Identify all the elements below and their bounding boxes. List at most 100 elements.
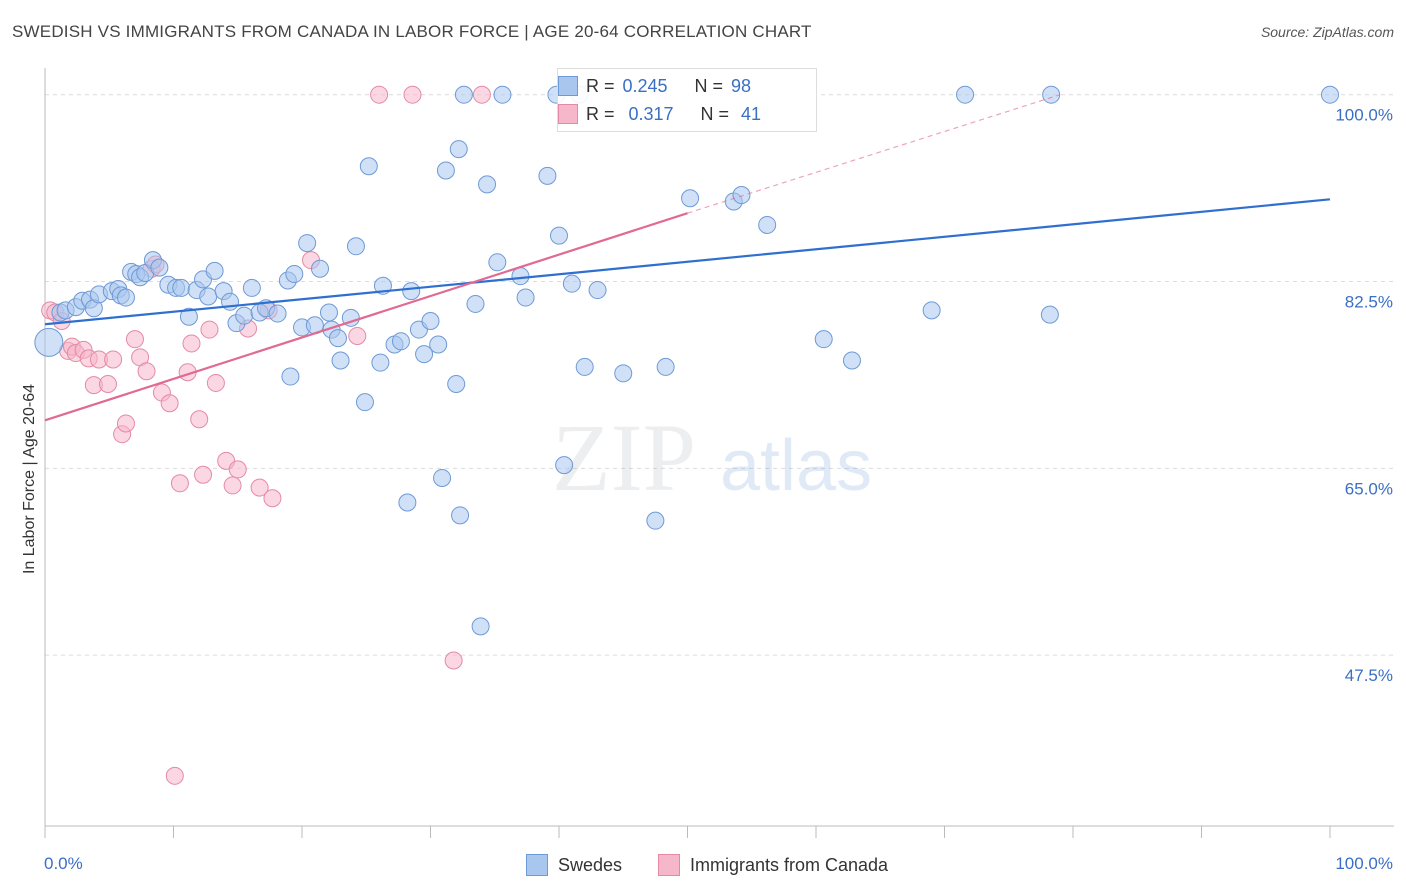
data-point bbox=[223, 476, 242, 495]
data-point bbox=[454, 85, 473, 104]
data-point bbox=[172, 278, 191, 297]
legend-r-label: R = bbox=[586, 103, 615, 124]
data-point bbox=[179, 307, 198, 326]
data-point bbox=[125, 330, 144, 349]
legend-item-swedes: Swedes bbox=[526, 852, 622, 878]
y-tick-label: 65.0% bbox=[1345, 479, 1393, 498]
data-point bbox=[575, 357, 594, 376]
data-point bbox=[681, 189, 700, 208]
data-point bbox=[1321, 85, 1339, 104]
data-point bbox=[250, 478, 269, 497]
data-point bbox=[814, 330, 833, 349]
data-point bbox=[447, 375, 466, 394]
y-axis-label: In Labor Force | Age 20-64 bbox=[21, 383, 38, 575]
data-point bbox=[758, 215, 777, 234]
series-immigrants-from-canada bbox=[41, 85, 491, 785]
data-point bbox=[370, 85, 389, 104]
data-point bbox=[402, 282, 421, 301]
data-point bbox=[436, 161, 455, 180]
trend-line-swedes bbox=[44, 198, 1331, 326]
data-point bbox=[194, 465, 213, 484]
data-point bbox=[415, 345, 434, 364]
watermark-atlas: atlas bbox=[720, 426, 872, 506]
data-point bbox=[116, 414, 135, 433]
data-point bbox=[348, 326, 367, 345]
data-point bbox=[228, 460, 247, 479]
y-tick-label: 47.5% bbox=[1345, 666, 1393, 685]
data-point bbox=[646, 511, 665, 530]
data-point bbox=[466, 294, 485, 313]
data-point bbox=[842, 351, 861, 370]
legend-n-value: 98 bbox=[731, 75, 752, 96]
data-point bbox=[328, 329, 347, 348]
source-note: Source: ZipAtlas.com bbox=[1260, 24, 1394, 40]
legend-label-canada: Immigrants from Canada bbox=[690, 854, 889, 875]
data-point bbox=[346, 237, 365, 256]
data-point bbox=[34, 327, 64, 357]
watermark: ZIP atlas bbox=[552, 404, 872, 511]
data-point bbox=[449, 140, 468, 159]
data-point bbox=[331, 351, 350, 370]
data-point bbox=[451, 506, 470, 525]
data-point bbox=[588, 281, 607, 300]
trend-lines bbox=[44, 94, 1331, 422]
data-point bbox=[98, 375, 117, 394]
legend-swatch-swedes bbox=[526, 854, 548, 876]
data-point bbox=[182, 334, 201, 353]
data-point bbox=[268, 304, 287, 323]
legend-n-value: 41 bbox=[741, 103, 762, 124]
data-point bbox=[421, 312, 440, 331]
trend-line-canada bbox=[44, 212, 688, 422]
series-swedes bbox=[34, 85, 1339, 636]
data-point bbox=[242, 278, 261, 297]
legend-r-value: 0.245 bbox=[622, 75, 668, 96]
trend-line-canada-extension bbox=[687, 94, 1061, 214]
watermark-zip: ZIP bbox=[552, 404, 696, 511]
data-point bbox=[263, 489, 282, 508]
data-point bbox=[493, 85, 512, 104]
y-tick-label: 100.0% bbox=[1335, 106, 1393, 125]
data-point bbox=[614, 364, 633, 383]
legend-r-label: R = bbox=[586, 75, 615, 96]
data-point bbox=[562, 274, 581, 293]
axes bbox=[44, 68, 1394, 838]
data-point bbox=[137, 362, 156, 381]
data-point bbox=[471, 617, 490, 636]
legend-swatch-blue bbox=[558, 76, 578, 96]
data-point bbox=[1040, 305, 1059, 324]
y-tick-label: 82.5% bbox=[1345, 293, 1393, 312]
data-point bbox=[550, 226, 568, 245]
data-point bbox=[398, 493, 417, 512]
data-point bbox=[478, 175, 497, 194]
data-point bbox=[391, 332, 410, 351]
data-point bbox=[429, 335, 448, 354]
data-point bbox=[165, 766, 184, 785]
legend-swatch-pink bbox=[558, 104, 578, 124]
data-point bbox=[170, 474, 189, 493]
data-point bbox=[310, 259, 329, 278]
data-point bbox=[160, 394, 179, 413]
legend-r-value: 0.317 bbox=[628, 103, 674, 124]
legend-item-canada: Immigrants from Canada bbox=[658, 852, 888, 878]
tick-labels: 100.0% 82.5% 65.0% 47.5% 0.0% 100.0% bbox=[44, 106, 1393, 873]
data-point bbox=[516, 288, 535, 307]
stats-legend: R = 0.245 N = 98 R = 0.317 N = 41 bbox=[557, 68, 817, 132]
chart-title: SWEDISH VS IMMIGRANTS FROM CANADA IN LAB… bbox=[12, 22, 812, 41]
data-point bbox=[190, 410, 209, 429]
data-point bbox=[433, 468, 452, 487]
data-point bbox=[150, 258, 169, 277]
legend-label-swedes: Swedes bbox=[558, 854, 623, 875]
x-tick-label: 0.0% bbox=[44, 854, 83, 873]
data-point bbox=[285, 265, 304, 284]
data-point bbox=[199, 287, 218, 306]
data-point bbox=[319, 303, 338, 322]
grid-lines bbox=[45, 94, 1394, 656]
legend-n-label: N = bbox=[700, 103, 730, 124]
data-point bbox=[298, 234, 317, 253]
data-point bbox=[956, 85, 975, 104]
legend-row-canada: R = 0.317 N = 41 bbox=[558, 102, 762, 126]
data-point bbox=[205, 261, 224, 280]
data-point bbox=[922, 301, 941, 320]
data-point bbox=[511, 267, 530, 286]
